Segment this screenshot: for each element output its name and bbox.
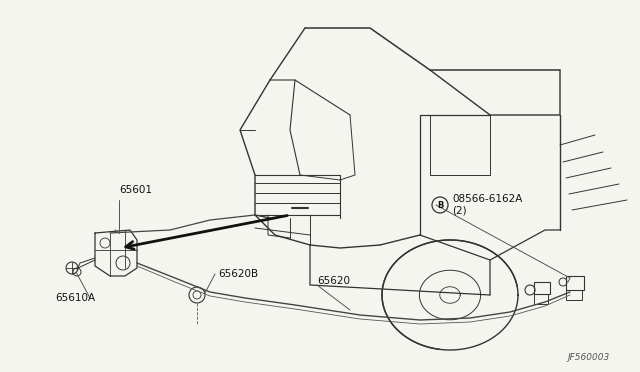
Bar (534, 282, 550, 294)
Bar (566, 290, 582, 300)
Text: 65610A: 65610A (55, 293, 95, 303)
Bar (534, 294, 548, 304)
Text: 65601: 65601 (119, 185, 152, 195)
Text: JF560003: JF560003 (568, 353, 610, 362)
Text: 65620: 65620 (317, 276, 350, 286)
Text: 08566-6162A
(2): 08566-6162A (2) (452, 194, 522, 216)
Text: B: B (437, 201, 443, 209)
Bar (566, 276, 584, 290)
Text: 65620B: 65620B (218, 269, 258, 279)
